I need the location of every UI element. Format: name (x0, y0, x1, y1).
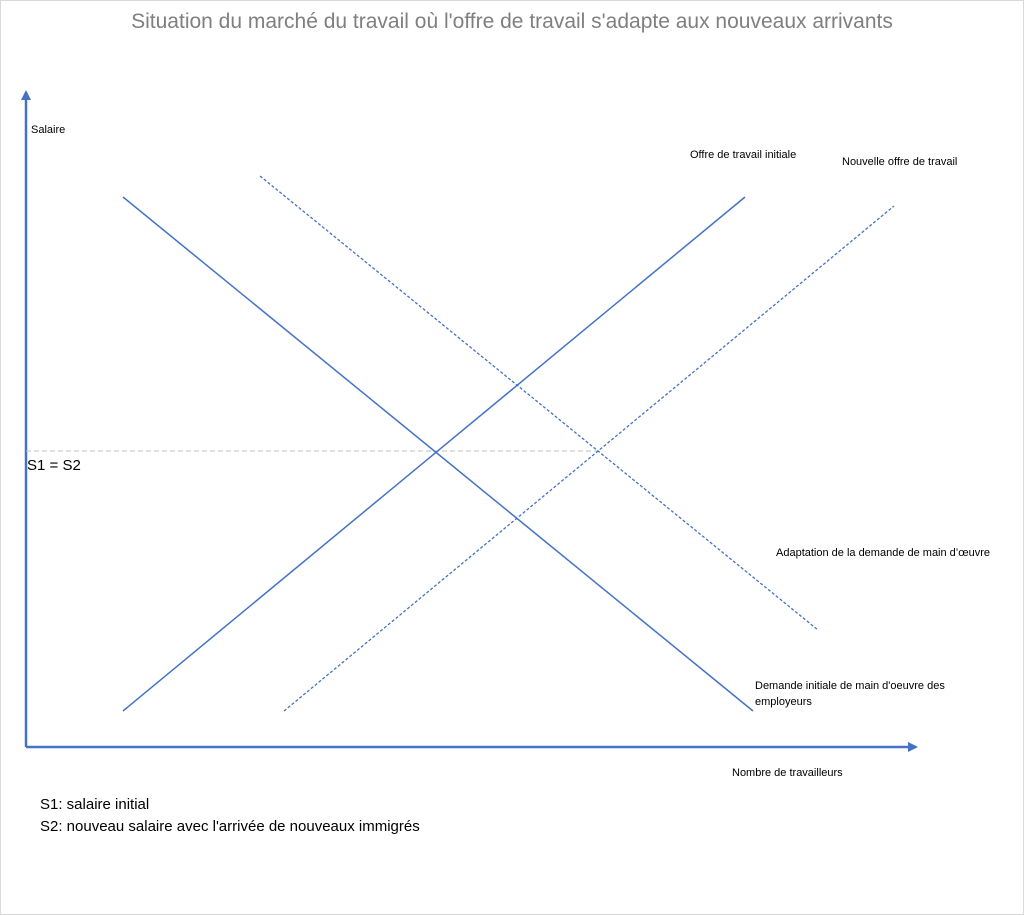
demand-initial-label-line1: Demande initiale de main d'oeuvre des (755, 680, 945, 692)
wage-marker-label: S1 = S2 (27, 457, 81, 474)
legend-item: S2: nouveau salaire avec l'arrivée de no… (40, 818, 420, 835)
supply-initial-label: Offre de travail initiale (690, 149, 796, 161)
supply-initial-line (122, 196, 746, 712)
supply-new-label: Nouvelle offre de travail (842, 156, 957, 168)
x-axis-label: Nombre de travailleurs (732, 767, 843, 779)
demand-initial-label-line2: employeurs (755, 696, 812, 708)
legend: S1: salaire initial S2: nouveau salaire … (40, 794, 420, 838)
legend-item: S1: salaire initial (40, 796, 150, 813)
demand-adapted-line (259, 175, 819, 631)
demand-initial-line (122, 196, 754, 712)
diagram-title: Situation du marché du travail où l'offr… (131, 10, 893, 33)
y-axis-label: Salaire (31, 124, 65, 136)
supply-new-line (283, 205, 895, 712)
demand-adapted-label: Adaptation de la demande de main d’œuvre (776, 547, 990, 559)
